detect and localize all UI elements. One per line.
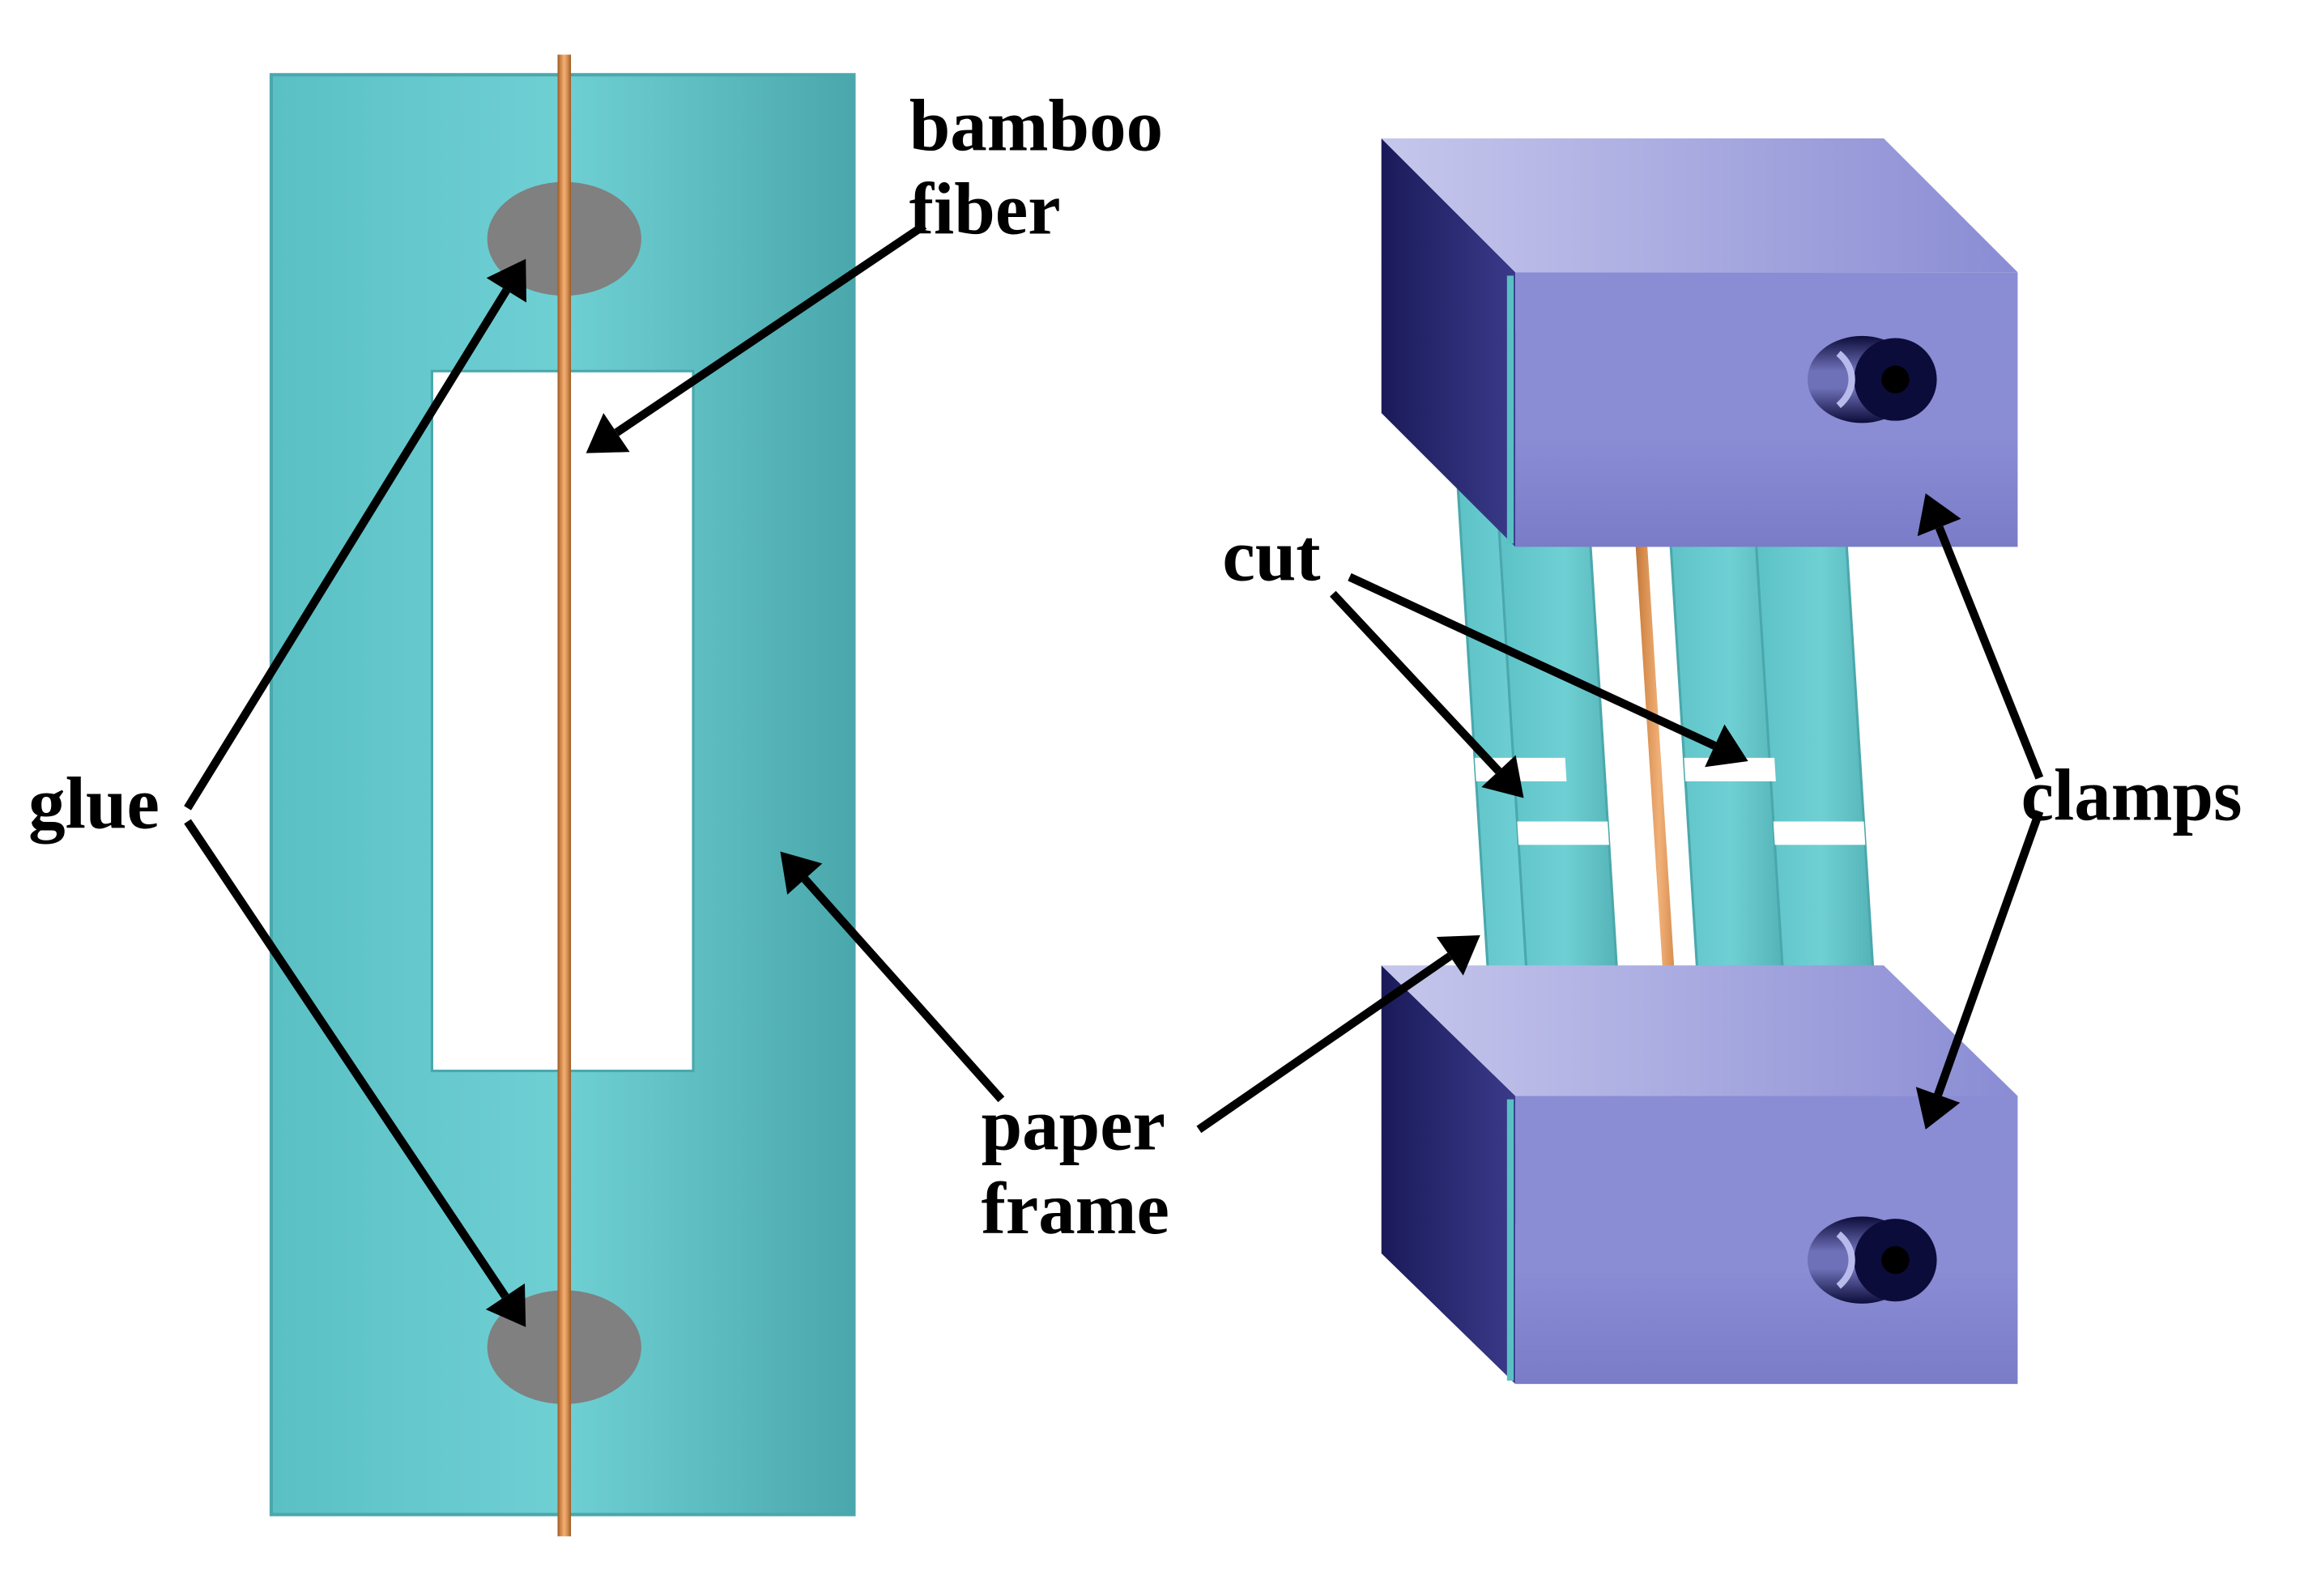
clamp-gap-bottom <box>1507 1100 1514 1381</box>
clamp-top <box>1382 138 2018 547</box>
label-bamboo2: fiber <box>909 168 1061 250</box>
cut-slit <box>1517 821 1608 845</box>
cut-slit <box>1774 821 1865 845</box>
bamboo-fiber-left <box>558 54 572 1536</box>
arrow-clamps-bottom <box>1938 811 2039 1095</box>
label-paper2: frame <box>982 1168 1169 1249</box>
label-bamboo1: bamboo <box>909 84 1163 166</box>
arrow-clamps-top <box>1940 527 2040 777</box>
label-paper1: paper <box>982 1084 1165 1166</box>
label-clamps: clamps <box>2021 754 2242 836</box>
clamp-bottom <box>1382 965 2018 1384</box>
clamp-gap-top <box>1507 275 1514 543</box>
label-glue: glue <box>28 763 160 845</box>
label-cut: cut <box>1222 515 1320 597</box>
